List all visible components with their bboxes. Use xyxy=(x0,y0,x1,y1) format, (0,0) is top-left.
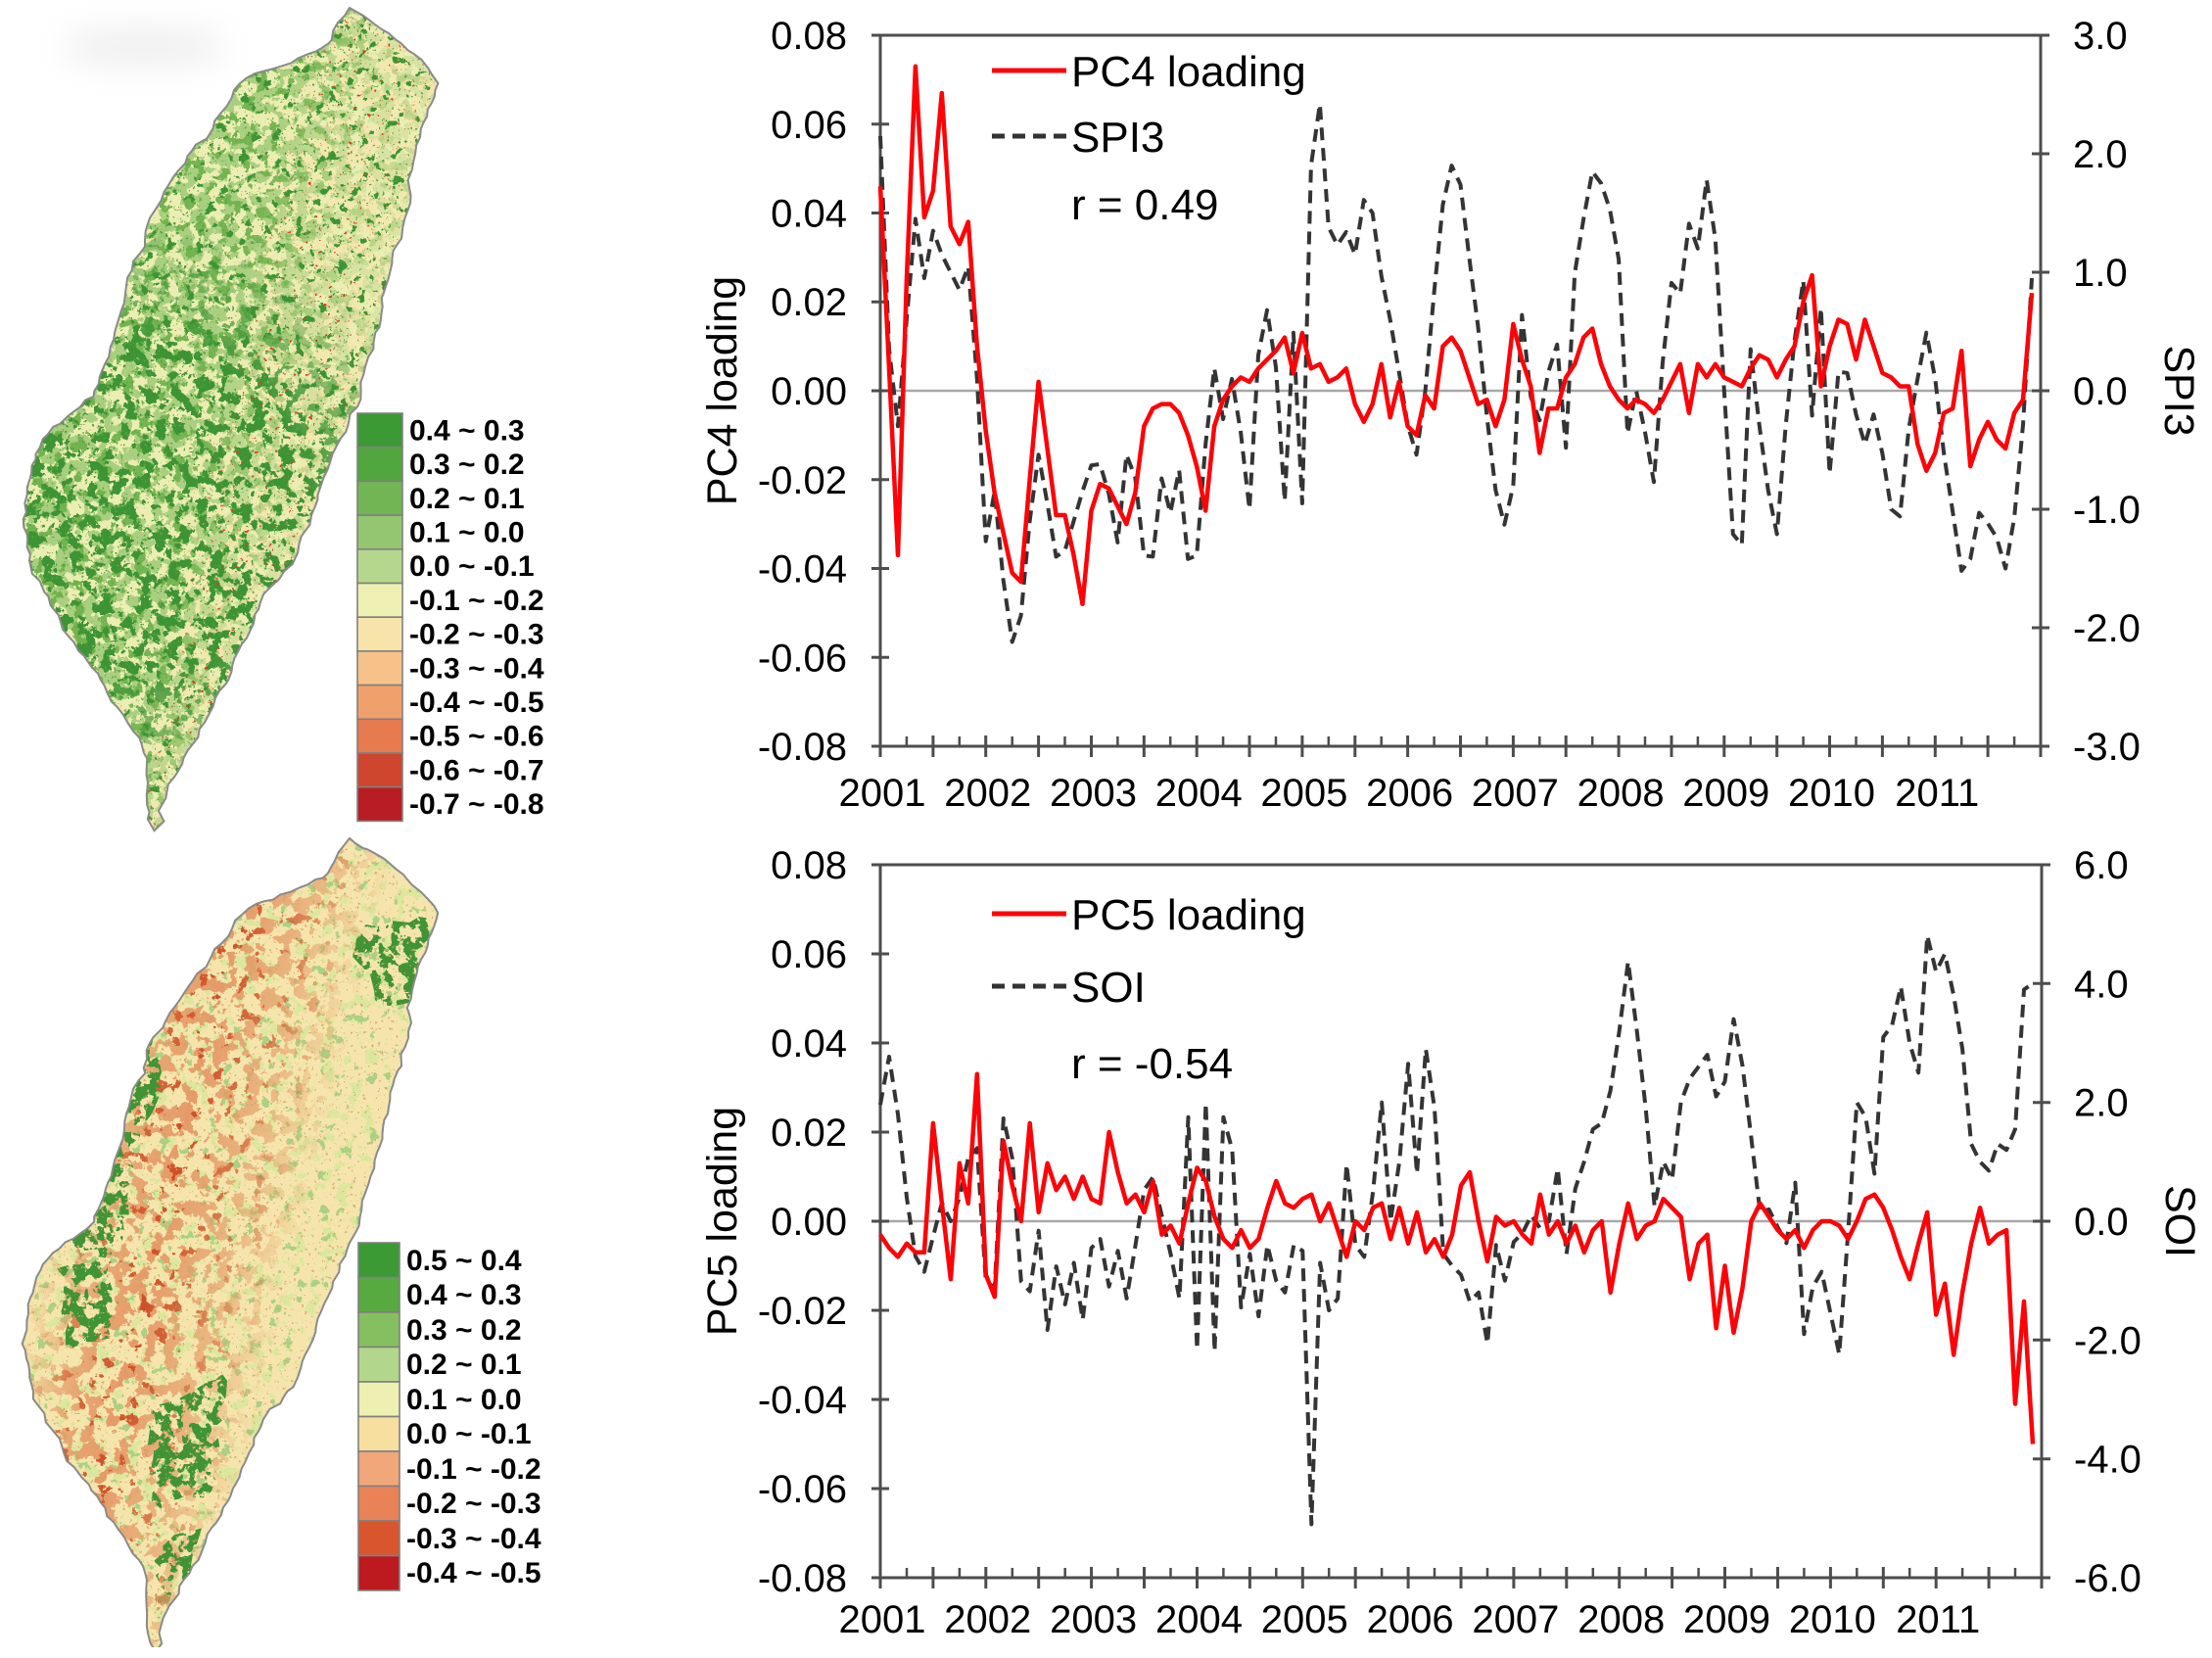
svg-text:2001: 2001 xyxy=(839,1598,926,1641)
svg-text:PC4 loading: PC4 loading xyxy=(699,276,746,505)
svg-text:SPI3: SPI3 xyxy=(1071,114,1164,162)
svg-text:0.08: 0.08 xyxy=(771,15,847,58)
svg-text:2004: 2004 xyxy=(1155,1598,1243,1641)
svg-text:6.0: 6.0 xyxy=(2074,844,2129,887)
svg-text:0.06: 0.06 xyxy=(771,104,847,147)
svg-text:PC5 loading: PC5 loading xyxy=(699,1107,746,1336)
svg-text:-2.0: -2.0 xyxy=(2074,1319,2141,1362)
svg-text:PC5 loading: PC5 loading xyxy=(1071,891,1306,939)
svg-text:r = -0.54: r = -0.54 xyxy=(1071,1040,1233,1088)
svg-text:0.4 ~ 0.3: 0.4 ~ 0.3 xyxy=(406,1279,522,1311)
svg-text:-0.06: -0.06 xyxy=(758,1468,847,1511)
svg-text:2004: 2004 xyxy=(1155,772,1243,815)
svg-text:-1.0: -1.0 xyxy=(2073,489,2141,532)
svg-text:0.0 ~ -0.1: 0.0 ~ -0.1 xyxy=(406,1418,532,1450)
svg-text:0.4 ~ 0.3: 0.4 ~ 0.3 xyxy=(409,414,525,447)
svg-text:0.0 ~ -0.1: 0.0 ~ -0.1 xyxy=(409,550,535,583)
svg-text:-0.5 ~ -0.6: -0.5 ~ -0.6 xyxy=(409,721,544,753)
svg-text:r = 0.49: r = 0.49 xyxy=(1071,181,1218,229)
svg-text:2001: 2001 xyxy=(839,772,926,815)
svg-text:-0.02: -0.02 xyxy=(758,459,847,502)
svg-text:SOI: SOI xyxy=(2156,1185,2203,1257)
svg-text:0.00: 0.00 xyxy=(771,370,847,413)
svg-text:PC4 loading: PC4 loading xyxy=(1071,48,1306,96)
svg-text:0.1 ~ 0.0: 0.1 ~ 0.0 xyxy=(406,1384,522,1416)
svg-text:-0.04: -0.04 xyxy=(758,1379,847,1422)
svg-text:0.0: 0.0 xyxy=(2073,370,2128,413)
svg-text:0.1 ~ 0.0: 0.1 ~ 0.0 xyxy=(409,517,525,549)
svg-text:2007: 2007 xyxy=(1472,772,1559,815)
svg-text:-0.1 ~ -0.2: -0.1 ~ -0.2 xyxy=(409,585,544,617)
svg-text:2007: 2007 xyxy=(1472,1598,1559,1641)
svg-text:-6.0: -6.0 xyxy=(2074,1557,2141,1600)
svg-text:-4.0: -4.0 xyxy=(2074,1439,2141,1482)
svg-text:0.0: 0.0 xyxy=(2074,1201,2129,1244)
svg-text:-3.0: -3.0 xyxy=(2073,726,2141,769)
svg-text:2010: 2010 xyxy=(1788,772,1875,815)
svg-text:2008: 2008 xyxy=(1577,1598,1665,1641)
svg-text:-0.4 ~ -0.5: -0.4 ~ -0.5 xyxy=(406,1557,541,1589)
svg-text:2006: 2006 xyxy=(1366,772,1453,815)
svg-text:0.5 ~ 0.4: 0.5 ~ 0.4 xyxy=(406,1245,522,1277)
svg-text:-2.0: -2.0 xyxy=(2073,607,2141,650)
svg-text:0.02: 0.02 xyxy=(771,1112,847,1155)
svg-text:0.06: 0.06 xyxy=(771,933,847,976)
svg-text:-0.7 ~ -0.8: -0.7 ~ -0.8 xyxy=(409,788,544,821)
svg-text:-0.6 ~ -0.7: -0.6 ~ -0.7 xyxy=(409,754,544,786)
svg-text:0.02: 0.02 xyxy=(771,281,847,324)
svg-text:-0.2 ~ -0.3: -0.2 ~ -0.3 xyxy=(406,1488,541,1520)
svg-text:4.0: 4.0 xyxy=(2074,963,2129,1006)
svg-text:-0.08: -0.08 xyxy=(758,726,847,769)
svg-text:SOI: SOI xyxy=(1071,964,1146,1012)
svg-text:0.00: 0.00 xyxy=(771,1201,847,1244)
svg-text:-0.08: -0.08 xyxy=(758,1557,847,1600)
svg-text:-0.3 ~ -0.4: -0.3 ~ -0.4 xyxy=(409,652,544,685)
svg-text:-0.1 ~ -0.2: -0.1 ~ -0.2 xyxy=(406,1453,541,1486)
svg-text:2005: 2005 xyxy=(1260,772,1347,815)
svg-text:0.04: 0.04 xyxy=(771,1022,847,1066)
svg-text:2011: 2011 xyxy=(1896,1598,1980,1641)
svg-text:0.04: 0.04 xyxy=(771,193,847,236)
svg-text:3.0: 3.0 xyxy=(2073,15,2128,58)
svg-text:2008: 2008 xyxy=(1577,772,1665,815)
svg-text:-0.06: -0.06 xyxy=(758,637,847,680)
svg-text:1.0: 1.0 xyxy=(2073,252,2128,295)
svg-text:0.3 ~ 0.2: 0.3 ~ 0.2 xyxy=(409,449,525,481)
svg-text:2011: 2011 xyxy=(1895,772,1979,815)
svg-text:2003: 2003 xyxy=(1050,772,1137,815)
svg-text:2009: 2009 xyxy=(1683,1598,1770,1641)
svg-text:-0.04: -0.04 xyxy=(758,548,847,592)
svg-text:2.0: 2.0 xyxy=(2074,1082,2129,1125)
svg-text:2009: 2009 xyxy=(1682,772,1769,815)
svg-text:-0.2 ~ -0.3: -0.2 ~ -0.3 xyxy=(409,619,544,651)
svg-text:0.2 ~ 0.1: 0.2 ~ 0.1 xyxy=(409,483,525,515)
svg-text:2003: 2003 xyxy=(1050,1598,1137,1641)
svg-text:0.2 ~ 0.1: 0.2 ~ 0.1 xyxy=(406,1349,522,1381)
svg-text:0.08: 0.08 xyxy=(771,844,847,887)
svg-text:2005: 2005 xyxy=(1261,1598,1348,1641)
svg-text:2006: 2006 xyxy=(1367,1598,1454,1641)
svg-text:2002: 2002 xyxy=(944,772,1031,815)
svg-text:-0.3 ~ -0.4: -0.3 ~ -0.4 xyxy=(406,1523,541,1555)
svg-text:2010: 2010 xyxy=(1789,1598,1876,1641)
svg-text:-0.4 ~ -0.5: -0.4 ~ -0.5 xyxy=(409,687,544,719)
svg-text:2002: 2002 xyxy=(944,1598,1031,1641)
svg-text:-0.02: -0.02 xyxy=(758,1290,847,1333)
svg-text:SPI3: SPI3 xyxy=(2155,345,2202,436)
svg-text:0.3 ~ 0.2: 0.3 ~ 0.2 xyxy=(406,1314,522,1347)
svg-text:2.0: 2.0 xyxy=(2073,133,2128,176)
